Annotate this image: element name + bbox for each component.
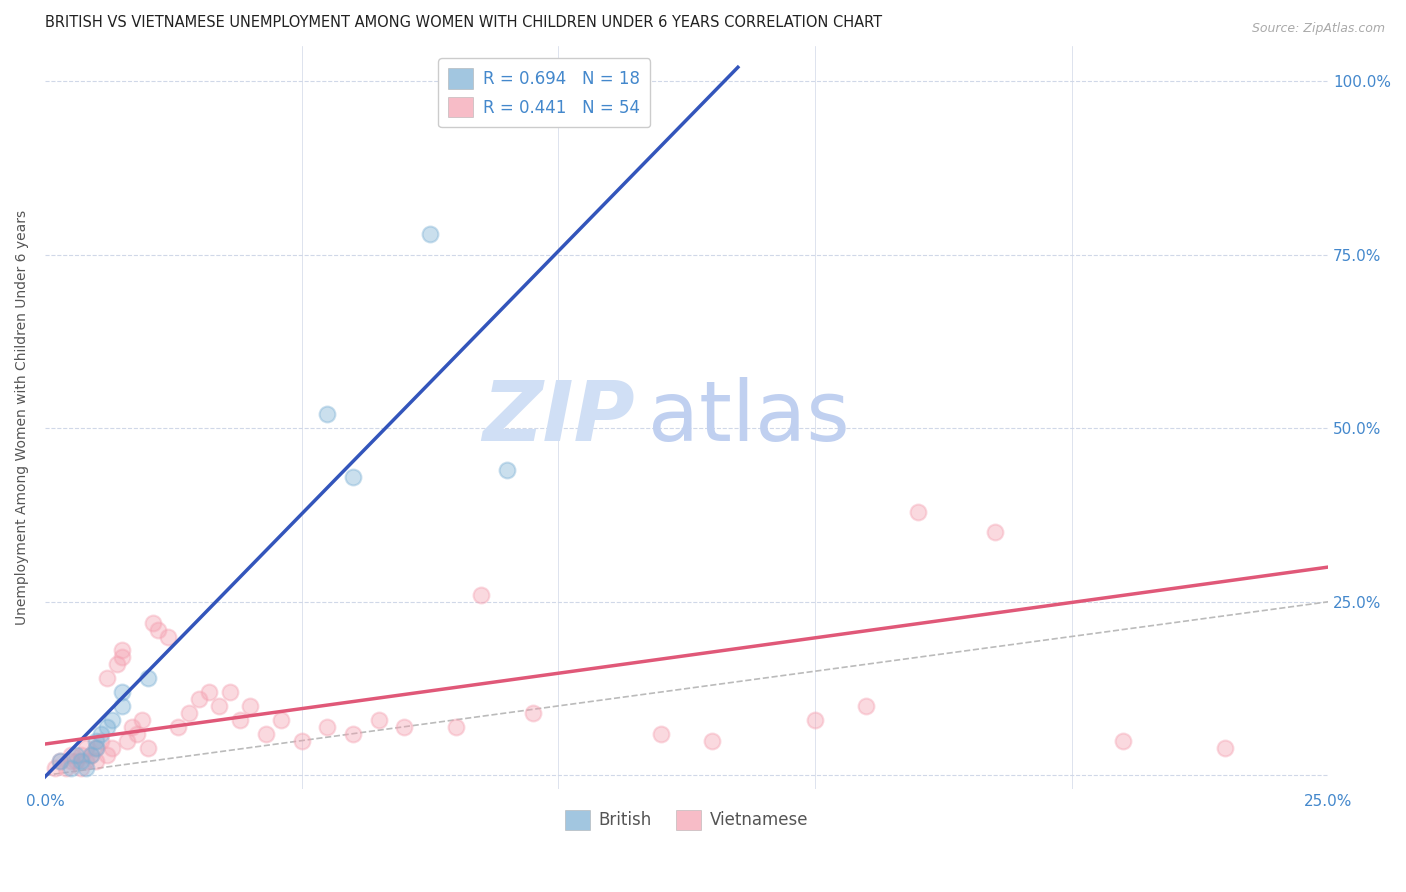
Point xyxy=(70,747,93,762)
Point xyxy=(239,698,262,713)
Point xyxy=(49,755,72,769)
Point xyxy=(70,761,93,775)
Point xyxy=(316,408,339,422)
Point xyxy=(75,761,97,775)
Point xyxy=(121,720,143,734)
Point xyxy=(111,685,134,699)
Point xyxy=(136,740,159,755)
Point xyxy=(44,761,66,775)
Text: ZIP: ZIP xyxy=(482,377,636,458)
Point xyxy=(157,630,180,644)
Point xyxy=(270,713,292,727)
Point xyxy=(100,740,122,755)
Point xyxy=(84,733,107,747)
Point xyxy=(342,470,364,484)
Point xyxy=(804,713,827,727)
Point xyxy=(111,698,134,713)
Point xyxy=(1215,740,1237,755)
Point xyxy=(254,727,277,741)
Text: BRITISH VS VIETNAMESE UNEMPLOYMENT AMONG WOMEN WITH CHILDREN UNDER 6 YEARS CORRE: BRITISH VS VIETNAMESE UNEMPLOYMENT AMONG… xyxy=(45,15,882,30)
Point xyxy=(177,706,200,720)
Point xyxy=(80,747,103,762)
Legend: British, Vietnamese: British, Vietnamese xyxy=(558,803,815,837)
Point xyxy=(84,740,107,755)
Point xyxy=(419,227,441,241)
Point xyxy=(65,755,87,769)
Point xyxy=(59,755,82,769)
Point xyxy=(49,755,72,769)
Point xyxy=(75,740,97,755)
Point xyxy=(55,761,77,775)
Point xyxy=(127,727,149,741)
Point xyxy=(100,713,122,727)
Point xyxy=(702,733,724,747)
Point xyxy=(90,733,112,747)
Point xyxy=(84,755,107,769)
Point xyxy=(291,733,314,747)
Point xyxy=(522,706,544,720)
Point xyxy=(367,713,389,727)
Point xyxy=(650,727,672,741)
Point xyxy=(59,747,82,762)
Point xyxy=(470,588,492,602)
Point xyxy=(229,713,252,727)
Point xyxy=(111,650,134,665)
Point xyxy=(496,463,519,477)
Point xyxy=(105,657,128,672)
Y-axis label: Unemployment Among Women with Children Under 6 years: Unemployment Among Women with Children U… xyxy=(15,211,30,625)
Point xyxy=(907,504,929,518)
Point xyxy=(59,761,82,775)
Point xyxy=(115,733,138,747)
Point xyxy=(1112,733,1135,747)
Text: atlas: atlas xyxy=(648,377,849,458)
Point xyxy=(111,643,134,657)
Point xyxy=(198,685,221,699)
Point xyxy=(394,720,416,734)
Point xyxy=(855,698,877,713)
Text: Source: ZipAtlas.com: Source: ZipAtlas.com xyxy=(1251,22,1385,36)
Point xyxy=(983,525,1005,540)
Point xyxy=(75,755,97,769)
Point xyxy=(65,747,87,762)
Point xyxy=(96,747,118,762)
Point xyxy=(188,692,211,706)
Point xyxy=(131,713,153,727)
Point xyxy=(70,755,93,769)
Point xyxy=(167,720,190,734)
Point xyxy=(208,698,231,713)
Point xyxy=(146,623,169,637)
Point xyxy=(96,671,118,685)
Point xyxy=(84,740,107,755)
Point xyxy=(96,720,118,734)
Point xyxy=(342,727,364,741)
Point xyxy=(136,671,159,685)
Point xyxy=(444,720,467,734)
Point xyxy=(142,615,165,630)
Point xyxy=(90,727,112,741)
Point xyxy=(316,720,339,734)
Point xyxy=(218,685,240,699)
Point xyxy=(80,747,103,762)
